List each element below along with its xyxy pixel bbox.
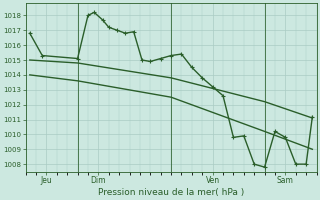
X-axis label: Pression niveau de la mer( hPa ): Pression niveau de la mer( hPa ) [98,188,244,197]
